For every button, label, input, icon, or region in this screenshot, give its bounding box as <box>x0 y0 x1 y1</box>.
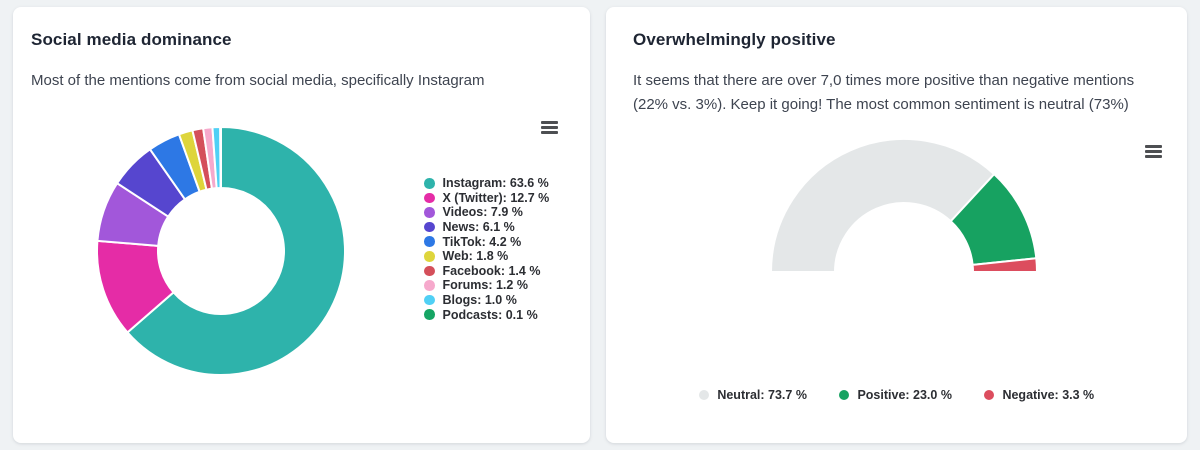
card-subtitle: Most of the mentions come from social me… <box>31 72 485 89</box>
legend-item-x-twitter[interactable]: X (Twitter): 12.7 % <box>424 191 549 206</box>
chart-context-menu-icon[interactable] <box>1145 145 1162 158</box>
legend-label-web: Web: 1.8 % <box>442 249 509 264</box>
legend-dot-tiktok <box>424 236 435 247</box>
menu-bar <box>1145 150 1162 153</box>
card-subtitle: It seems that there are over 7,0 times m… <box>633 72 1135 113</box>
legend-item-tiktok[interactable]: TikTok: 4.2 % <box>424 234 549 249</box>
legend-label-podcasts: Podcasts: 0.1 % <box>442 307 538 322</box>
gauge-legend: Neutral: 73.7 % Positive: 23.0 % Negative:… <box>606 388 1187 402</box>
gauge-slice-neutral[interactable] <box>769 138 996 273</box>
legend-item-negative[interactable]: Negative: 3.3 % <box>983 388 1095 402</box>
legend-dot-instagram <box>424 178 435 189</box>
donut-slice-podcasts[interactable] <box>219 126 222 190</box>
legend-item-news[interactable]: News: 6.1 % <box>424 220 549 235</box>
legend-dot-negative <box>983 389 995 401</box>
legend-item-web[interactable]: Web: 1.8 % <box>424 249 549 264</box>
chart-context-menu-icon[interactable] <box>541 121 558 134</box>
legend-item-blogs[interactable]: Blogs: 1.0 % <box>424 293 549 308</box>
legend-dot-x-twitter <box>424 192 435 204</box>
legend-item-facebook[interactable]: Facebook: 1.4 % <box>424 264 549 279</box>
legend-label-tiktok: TikTok: 4.2 % <box>442 234 522 249</box>
legend-dot-podcasts <box>424 309 435 320</box>
legend-item-podcasts[interactable]: Podcasts: 0.1 % <box>424 307 549 322</box>
legend-label-x-twitter: X (Twitter): 12.7 % <box>442 190 550 205</box>
legend-item-neutral[interactable]: Neutral: 73.7 % <box>698 388 807 402</box>
legend-label-instagram: Instagram: 63.6 % <box>442 176 549 191</box>
legend-dot-web <box>424 251 435 262</box>
legend-dot-news <box>424 221 435 233</box>
legend-label-news: News: 6.1 % <box>442 220 515 235</box>
legend-dot-videos <box>424 207 435 218</box>
legend-label-videos: Videos: 7.9 % <box>442 205 523 220</box>
menu-bar <box>541 131 558 134</box>
legend-dot-facebook <box>424 265 435 277</box>
legend-label-negative: Negative: 3.3 % <box>1002 388 1095 402</box>
card-title: Overwhelmingly positive <box>633 30 836 49</box>
donut-legend: Instagram: 63.6 % X (Twitter): 12.7 % Vide… <box>424 176 549 322</box>
card-title: Social media dominance <box>31 30 232 49</box>
legend-label-blogs: Blogs: 1.0 % <box>442 293 517 308</box>
legend-dot-positive <box>838 389 850 401</box>
legend-item-videos[interactable]: Videos: 7.9 % <box>424 205 549 220</box>
donut-slice-instagram[interactable] <box>126 126 346 376</box>
legend-label-neutral: Neutral: 73.7 % <box>717 388 807 402</box>
legend-dot-neutral <box>698 389 710 401</box>
legend-item-forums[interactable]: Forums: 1.2 % <box>424 278 549 293</box>
menu-bar <box>1145 145 1162 148</box>
menu-bar <box>541 121 558 124</box>
gauge-slice-negative[interactable] <box>971 257 1039 273</box>
legend-label-positive: Positive: 23.0 % <box>857 388 952 402</box>
menu-bar <box>1145 155 1162 158</box>
sentiment-gauge-card: Overwhelmingly positive It seems that th… <box>606 7 1187 443</box>
legend-label-forums: Forums: 1.2 % <box>442 278 528 293</box>
legend-item-instagram[interactable]: Instagram: 63.6 % <box>424 176 549 191</box>
gauge-chart-svg <box>769 138 1039 273</box>
donut-chart-svg <box>96 126 346 376</box>
menu-bar <box>541 126 558 129</box>
legend-item-positive[interactable]: Positive: 23.0 % <box>838 388 952 402</box>
legend-dot-blogs <box>424 294 435 306</box>
legend-dot-forums <box>424 280 435 291</box>
legend-label-facebook: Facebook: 1.4 % <box>442 263 541 278</box>
social-media-dominance-card: Social media dominance Most of the menti… <box>13 7 590 443</box>
